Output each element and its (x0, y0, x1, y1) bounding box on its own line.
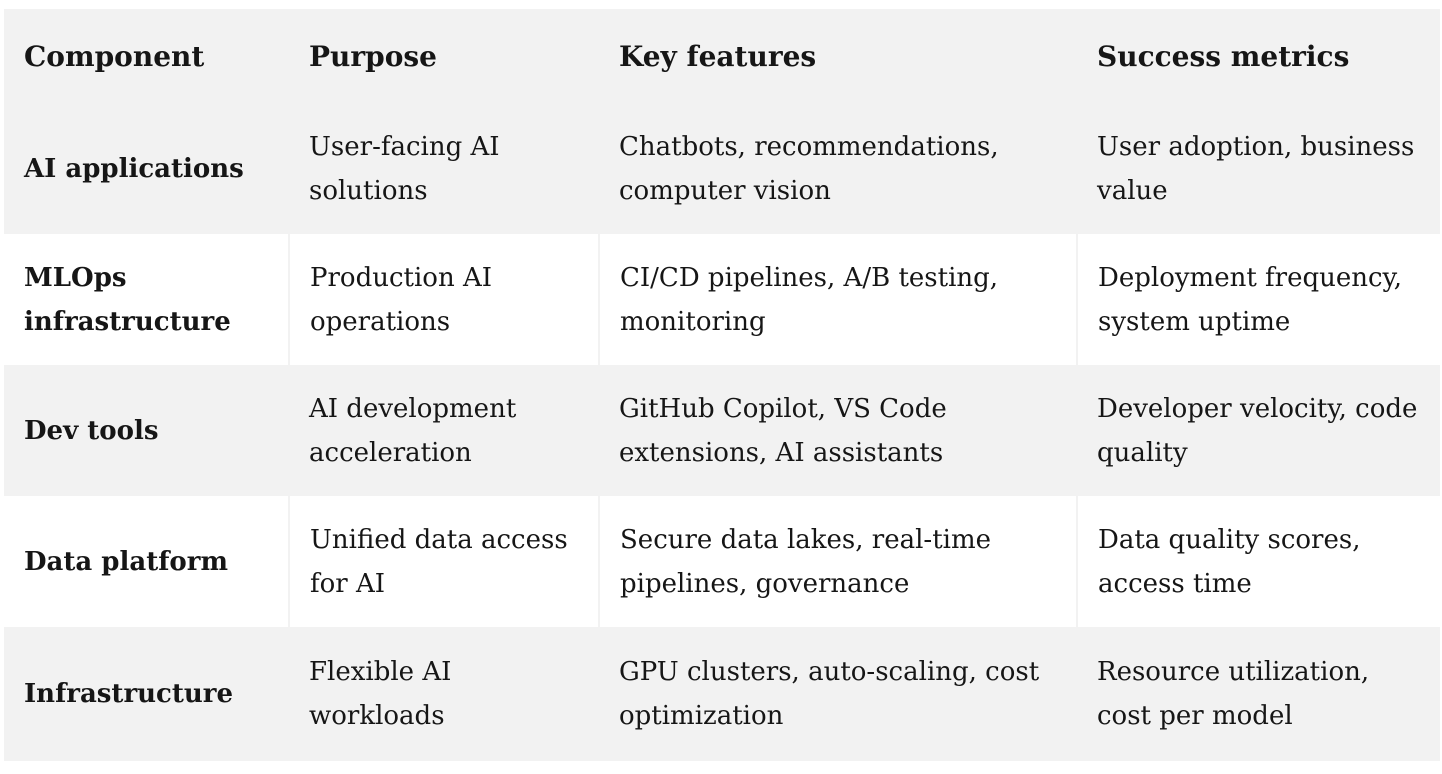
header-success-metrics: Success metrics (1077, 9, 1440, 104)
cell-component: MLOps infrastructure (4, 234, 289, 365)
cell-key-features: Secure data lakes, real-time pipelines, … (598, 496, 1077, 627)
cell-component: Infrastructure (4, 627, 289, 761)
table-row: Data platform Unified data access for AI… (4, 496, 1440, 627)
header-purpose: Purpose (289, 9, 599, 104)
components-table: Component Purpose Key features Success m… (4, 9, 1440, 761)
cell-purpose: Unified data access for AI (288, 496, 599, 627)
table-row: Infrastructure Flexible AI workloads GPU… (4, 627, 1440, 761)
cell-purpose: User-facing AI solutions (289, 104, 599, 234)
cell-key-features: CI/CD pipelines, A/B testing, monitoring (598, 234, 1077, 365)
components-table-container: Component Purpose Key features Success m… (4, 9, 1440, 761)
header-component: Component (4, 9, 289, 104)
cell-success-metrics: Deployment frequency, system uptime (1076, 234, 1440, 365)
cell-purpose: Flexible AI workloads (289, 627, 599, 761)
table-row: MLOps infrastructure Production AI opera… (4, 234, 1440, 365)
cell-component: Dev tools (4, 365, 289, 496)
cell-success-metrics: User adoption, business value (1077, 104, 1440, 234)
cell-success-metrics: Resource utilization, cost per model (1077, 627, 1440, 761)
cell-success-metrics: Data quality scores, access time (1076, 496, 1440, 627)
cell-purpose: AI development acceleration (289, 365, 599, 496)
cell-component: Data platform (4, 496, 289, 627)
cell-key-features: GitHub Copilot, VS Code extensions, AI a… (599, 365, 1077, 496)
table-header-row: Component Purpose Key features Success m… (4, 9, 1440, 104)
cell-purpose: Production AI operations (288, 234, 599, 365)
cell-component: AI applications (4, 104, 289, 234)
table-row: AI applications User-facing AI solutions… (4, 104, 1440, 234)
cell-success-metrics: Developer velocity, code quality (1077, 365, 1440, 496)
header-key-features: Key features (599, 9, 1077, 104)
table-row: Dev tools AI development acceleration Gi… (4, 365, 1440, 496)
cell-key-features: GPU clusters, auto-scaling, cost optimiz… (599, 627, 1077, 761)
cell-key-features: Chatbots, recommendations, computer visi… (599, 104, 1077, 234)
